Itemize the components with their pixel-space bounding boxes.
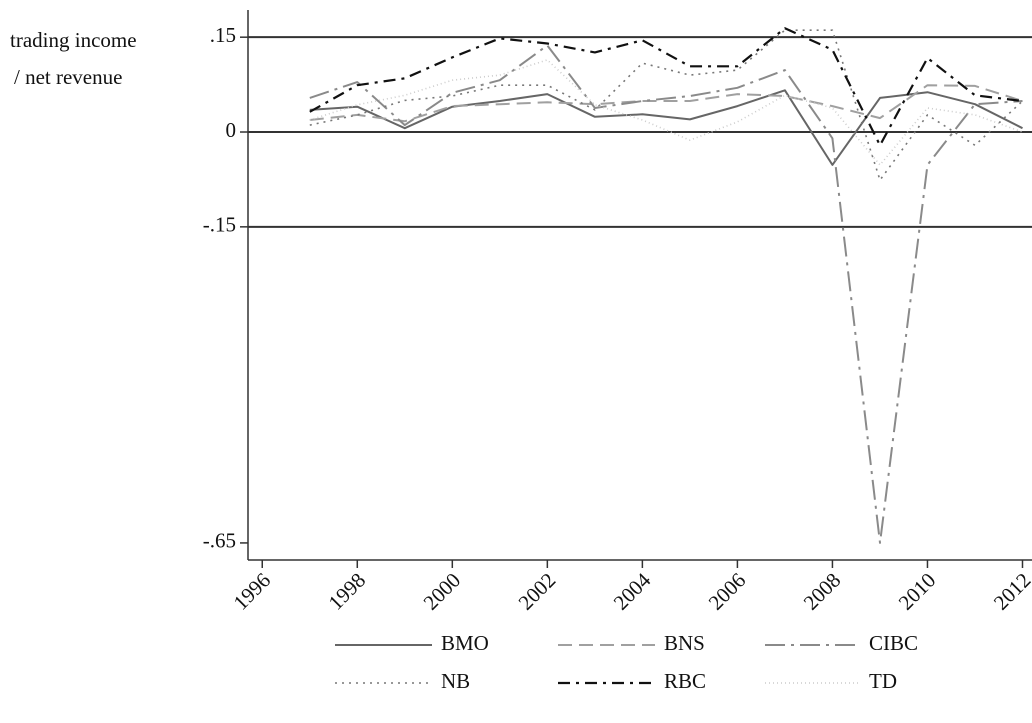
y-tick-label: -.65 [203, 529, 236, 553]
x-tick-label: 2012 [989, 568, 1032, 615]
series-line [309, 89, 1023, 166]
y-axis-label: trading income [10, 28, 137, 52]
x-tick-label: 2002 [514, 568, 561, 615]
x-tick-label: 2008 [799, 568, 846, 615]
legend-label: CIBC [869, 631, 918, 655]
y-tick-label: .15 [210, 23, 236, 47]
series-line [309, 59, 1023, 166]
y-tick-label: -.15 [203, 213, 236, 237]
x-tick-label: 2010 [894, 568, 941, 615]
series-line [309, 84, 1023, 123]
series-line [309, 27, 1023, 147]
x-tick-label: 2004 [609, 568, 656, 615]
legend-label: BNS [664, 631, 705, 655]
legend-label: RBC [664, 669, 706, 693]
series-line [309, 44, 1023, 544]
series-line [309, 29, 1024, 181]
legend-label: BMO [441, 631, 489, 655]
x-tick-label: 2000 [419, 568, 466, 615]
x-tick-label: 2006 [704, 568, 751, 615]
legend-label: TD [869, 669, 897, 693]
y-tick-label: 0 [226, 118, 237, 142]
y-axis-label: / net revenue [14, 65, 122, 89]
x-tick-label: 1996 [229, 568, 276, 615]
legend-label: NB [441, 669, 470, 693]
x-tick-label: 1998 [324, 568, 371, 615]
